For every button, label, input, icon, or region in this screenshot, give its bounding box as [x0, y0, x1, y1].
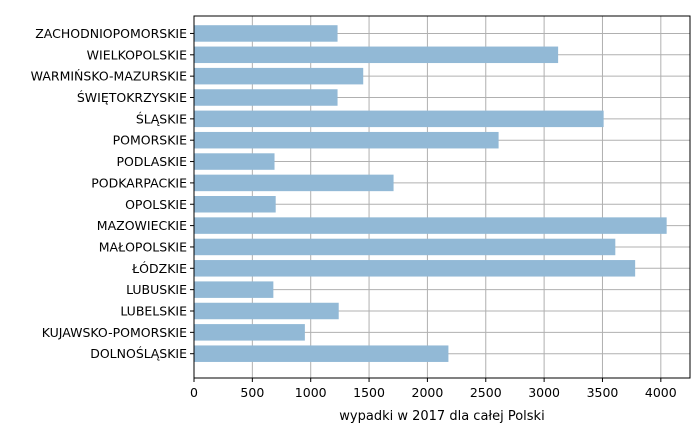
x-tick-label: 4000 [645, 385, 677, 400]
y-tick-label: POMORSKIE [113, 133, 188, 148]
y-tick-label: WARMIŃSKO-MAZURSKIE [31, 69, 187, 84]
x-tick-label: 2500 [470, 385, 502, 400]
y-tick-label: ZACHODNIOPOMORSKIE [35, 26, 187, 41]
bar [194, 302, 339, 320]
x-tick-label: 1500 [353, 385, 385, 400]
y-tick-label: LUBELSKIE [120, 304, 187, 319]
bar [194, 46, 559, 64]
bar [194, 110, 604, 128]
x-ticks-layer: 0 500 1000 1500 2000 2500 3000 3500 4000 [190, 378, 677, 400]
y-tick-label: DOLNOŚLĄSKIE [90, 346, 187, 361]
bar [194, 196, 276, 213]
x-tick-label: 0 [190, 385, 198, 400]
y-tick-label: ŚLĄSKIE [136, 111, 187, 126]
bar [194, 260, 636, 277]
y-tick-label: WIELKOPOLSKIE [87, 47, 187, 62]
bar [194, 174, 394, 192]
y-tick-label: PODLASKIE [116, 154, 187, 169]
bar [194, 131, 499, 149]
x-axis-label: wypadki w 2017 dla całej Polski [339, 409, 544, 424]
bars-layer [194, 25, 667, 362]
y-tick-label: PODKARPACKIE [91, 175, 187, 190]
bar [194, 345, 449, 362]
y-ticks-layer: DOLNOŚLĄSKIE KUJAWSKO-POMORSKIE LUBELSKIE L… [31, 26, 194, 361]
y-tick-label: ŚWIĘTOKRZYSKIE [77, 90, 187, 105]
y-tick-label: MAŁOPOLSKIE [99, 239, 187, 254]
bar [194, 25, 338, 42]
x-tick-label: 1000 [295, 385, 327, 400]
bar [194, 153, 275, 170]
bar [194, 217, 667, 234]
y-tick-label: MAZOWIECKIE [97, 218, 187, 233]
bar [194, 89, 338, 106]
y-tick-label: LUBUSKIE [126, 282, 187, 297]
x-tick-label: 2000 [412, 385, 444, 400]
x-tick-label: 3500 [587, 385, 619, 400]
x-tick-label: 500 [240, 385, 264, 400]
bar [194, 238, 616, 256]
bar [194, 324, 305, 341]
bar [194, 67, 364, 85]
y-tick-label: OPOLSKIE [125, 197, 187, 212]
bar [194, 281, 274, 298]
plot-frame [193, 15, 691, 379]
x-tick-label: 3000 [528, 385, 560, 400]
y-tick-label: ŁÓDZKIE [131, 261, 187, 276]
y-tick-label: KUJAWSKO-POMORSKIE [42, 325, 187, 340]
